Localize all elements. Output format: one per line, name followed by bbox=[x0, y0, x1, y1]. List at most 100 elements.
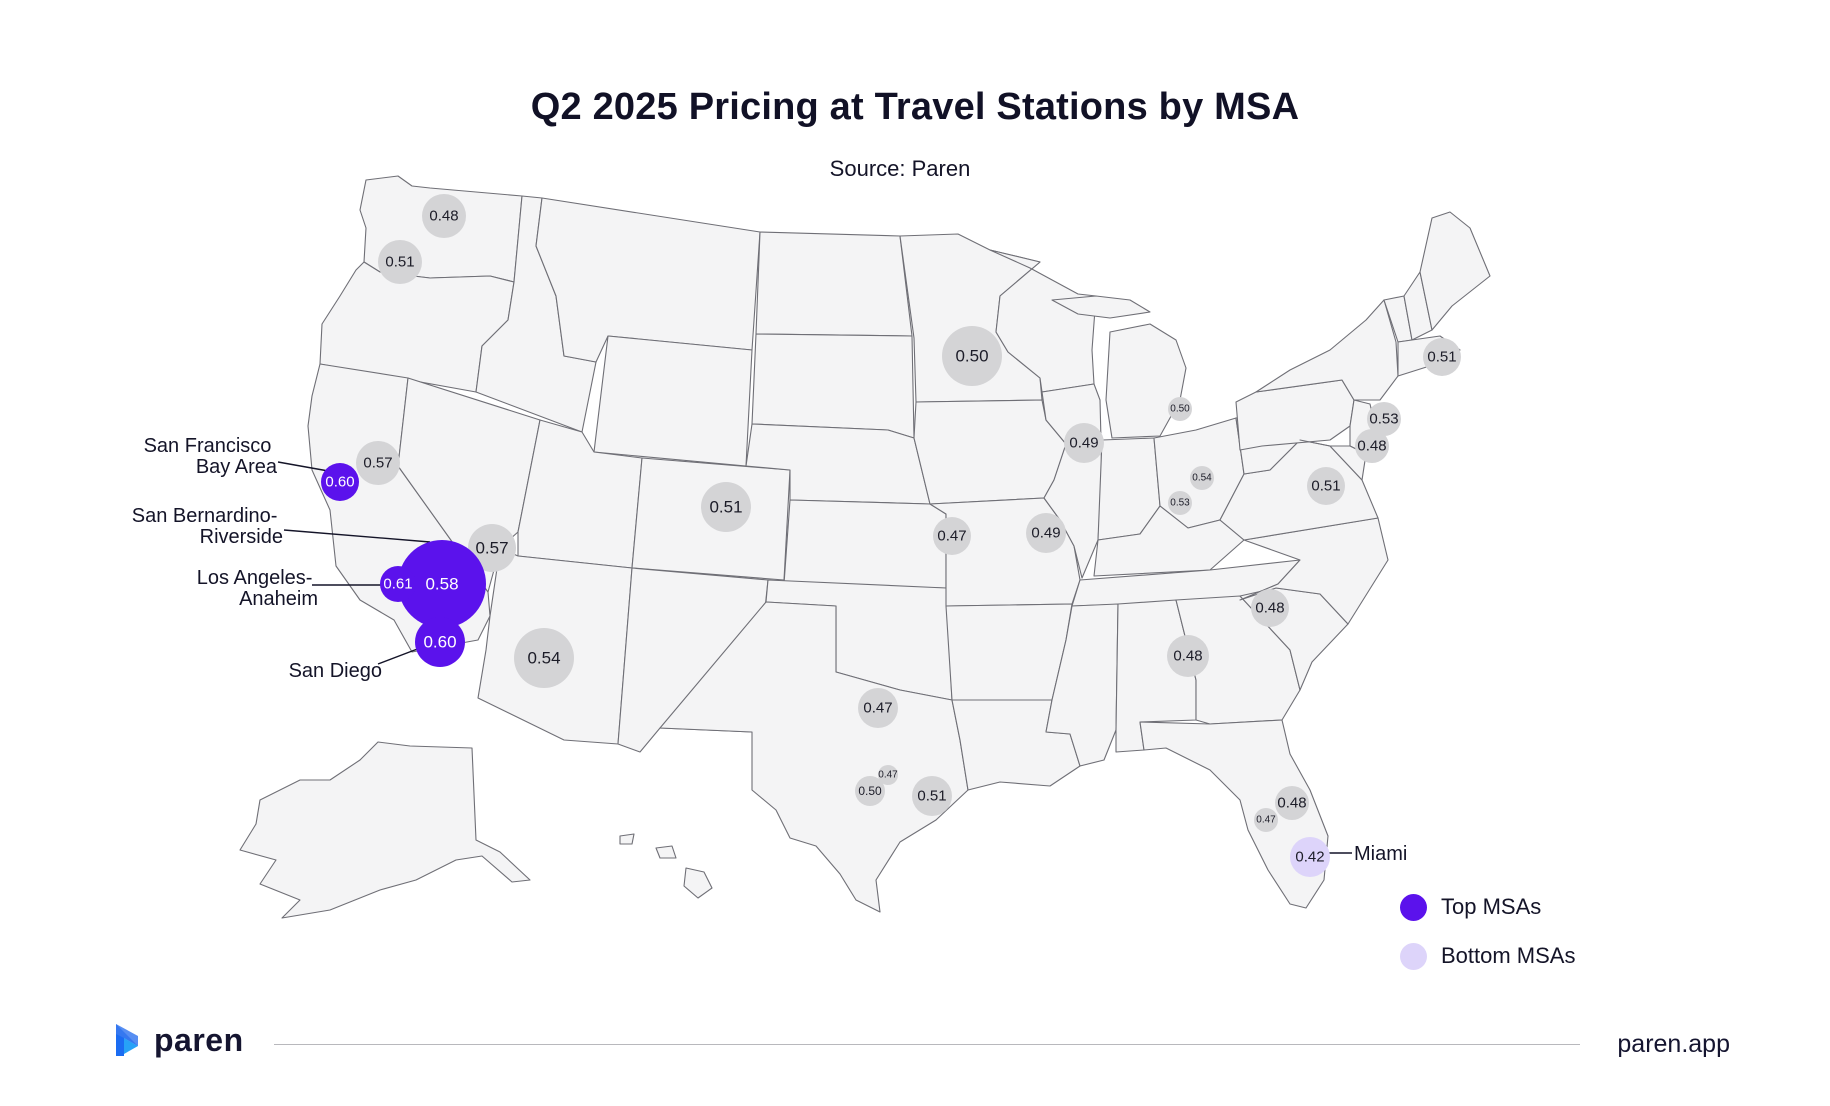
paren-logo[interactable]: paren bbox=[108, 1020, 244, 1060]
msa-bubble-label: 0.47 bbox=[878, 770, 898, 781]
chart-subtitle: Source: Paren bbox=[829, 156, 971, 181]
msa-bubble bbox=[858, 688, 898, 728]
msa-bubble-label: 0.48 bbox=[1357, 438, 1386, 455]
msa-bubble-label: 0.57 bbox=[475, 539, 508, 558]
state-north-dakota bbox=[755, 231, 913, 337]
msa-bubble-label: 0.42 bbox=[1295, 849, 1324, 866]
msa-bubble-label: 0.51 bbox=[1427, 349, 1456, 366]
msa-bubble-label: 0.57 bbox=[363, 455, 392, 472]
state-maine bbox=[1419, 211, 1491, 331]
msa-bubble bbox=[1167, 635, 1209, 677]
msa-bubble bbox=[878, 765, 898, 785]
callout-labels: San Francisco Bay Area San Bernardino- R… bbox=[132, 435, 1408, 865]
callout-miami: Miami bbox=[1354, 843, 1407, 865]
msa-bubble bbox=[1254, 808, 1278, 832]
msa-bubble-label: 0.60 bbox=[423, 633, 456, 652]
msa-bubble bbox=[1290, 837, 1330, 877]
state-michigan-upper bbox=[1051, 295, 1151, 319]
msa-bubble bbox=[378, 240, 422, 284]
state-iowa bbox=[913, 399, 1067, 505]
legend-swatch-top bbox=[1400, 893, 1427, 921]
msa-bubble bbox=[1423, 338, 1461, 376]
state-arkansas bbox=[945, 603, 1073, 701]
msa-bubble-label: 0.51 bbox=[917, 788, 946, 805]
msa-bubble bbox=[942, 326, 1002, 386]
callout-sb: San Bernardino- Riverside bbox=[132, 505, 283, 548]
msa-bubble-label: 0.50 bbox=[1170, 404, 1190, 415]
legend-item-bottom: Bottom MSAs bbox=[1400, 939, 1575, 973]
msa-bubble bbox=[1251, 589, 1289, 627]
msa-bubble bbox=[933, 517, 971, 555]
state-florida bbox=[1139, 719, 1329, 909]
leader-sd bbox=[377, 647, 421, 665]
msa-bubble bbox=[1168, 491, 1192, 515]
msa-bubble-label: 0.48 bbox=[1173, 648, 1202, 665]
msa-bubble bbox=[1367, 402, 1401, 436]
callout-la: Los Angeles- Anaheim bbox=[197, 567, 318, 610]
msa-bubble bbox=[1064, 423, 1104, 463]
msa-bubble bbox=[422, 194, 466, 238]
legend-swatch-bottom bbox=[1400, 942, 1427, 970]
msa-bubble bbox=[514, 628, 574, 688]
footer-divider bbox=[274, 1044, 1580, 1045]
msa-bubble bbox=[356, 441, 400, 485]
state-texas bbox=[659, 601, 969, 913]
state-kansas bbox=[783, 499, 947, 589]
msa-bubble-label: 0.48 bbox=[1255, 600, 1284, 617]
leader-sf bbox=[277, 461, 335, 473]
legend-label-top: Top MSAs bbox=[1441, 894, 1542, 919]
msa-bubble bbox=[1355, 429, 1389, 463]
msa-bubble bbox=[1190, 466, 1214, 490]
chart-title: Q2 2025 Pricing at Travel Stations by MS… bbox=[530, 86, 1300, 128]
legend-label-bottom: Bottom MSAs bbox=[1441, 943, 1576, 968]
msa-bubble-label: 0.47 bbox=[1256, 815, 1276, 826]
state-north-carolina bbox=[1239, 517, 1389, 625]
state-hawaii-maui bbox=[655, 845, 677, 859]
state-new-york bbox=[1255, 299, 1399, 401]
msa-bubble bbox=[1275, 786, 1309, 820]
brand-name: paren bbox=[154, 1021, 244, 1058]
map-legend: Top MSAs Bottom MSAs bbox=[1400, 890, 1575, 988]
msa-bubble-label: 0.61 bbox=[383, 576, 412, 593]
state-hawaii-big-island bbox=[683, 867, 713, 899]
state-pennsylvania bbox=[1235, 379, 1355, 451]
paren-logo-icon bbox=[116, 1024, 138, 1056]
msa-bubble bbox=[321, 463, 359, 501]
msa-bubble-label: 0.51 bbox=[385, 254, 414, 271]
msa-bubble-label: 0.53 bbox=[1170, 498, 1190, 509]
state-hawaii-oahu bbox=[619, 833, 635, 845]
msa-bubble-label: 0.60 bbox=[325, 474, 354, 491]
msa-bubble-label: 0.50 bbox=[858, 784, 882, 798]
msa-bubble bbox=[468, 524, 516, 572]
state-montana bbox=[535, 197, 761, 363]
leader-sb bbox=[283, 529, 431, 543]
msa-bubble-label: 0.48 bbox=[1277, 795, 1306, 812]
msa-bubble bbox=[1307, 467, 1345, 505]
msa-bubble-label: 0.50 bbox=[955, 347, 988, 366]
msa-bubble bbox=[1026, 513, 1066, 553]
msa-bubble-label: 0.51 bbox=[709, 498, 742, 517]
legend-item-top: Top MSAs bbox=[1400, 890, 1575, 924]
msa-bubble-label: 0.49 bbox=[1031, 525, 1060, 542]
state-south-dakota bbox=[751, 333, 915, 439]
state-michigan bbox=[1105, 323, 1187, 439]
msa-bubble bbox=[855, 776, 885, 806]
msa-bubble-label: 0.49 bbox=[1069, 435, 1098, 452]
msa-bubble bbox=[380, 566, 416, 602]
callout-sf: San Francisco Bay Area bbox=[144, 435, 278, 478]
msa-bubble bbox=[701, 482, 751, 532]
msa-bubble-label: 0.54 bbox=[527, 649, 560, 668]
msa-bubble-label: 0.48 bbox=[429, 208, 458, 225]
state-wyoming bbox=[593, 335, 753, 467]
msa-bubble bbox=[415, 617, 465, 667]
msa-bubble-label: 0.53 bbox=[1369, 411, 1398, 428]
msa-bubble-label: 0.47 bbox=[863, 700, 892, 717]
msa-bubble-label: 0.54 bbox=[1192, 473, 1212, 484]
callout-sd: San Diego bbox=[289, 660, 382, 682]
callout-leader-lines bbox=[277, 461, 1352, 854]
msa-bubbles: 0.48 0.51 0.57 0.60 0.57 0.58 0.61 0.60 0.54 0.51… bbox=[321, 194, 1461, 877]
msa-bubble bbox=[398, 540, 486, 628]
footer-url-link[interactable]: paren.app bbox=[1617, 1030, 1730, 1058]
msa-bubble-label: 0.51 bbox=[1311, 478, 1340, 495]
msa-bubble-label: 0.47 bbox=[937, 528, 966, 545]
